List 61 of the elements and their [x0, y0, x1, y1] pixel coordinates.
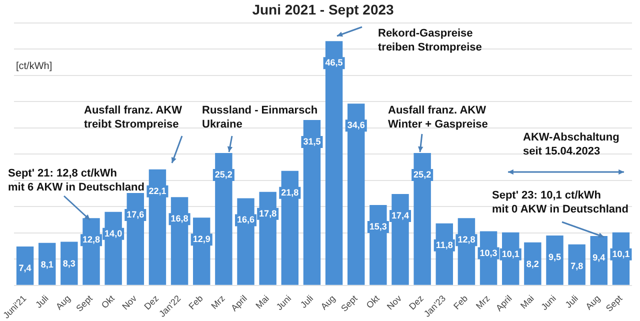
x-tick-label: Feb — [452, 293, 470, 312]
data-label: 9,5 — [548, 252, 562, 262]
x-tick-label: Aug — [318, 293, 338, 312]
x-tick-label: Nov — [120, 292, 139, 312]
x-tick-label: Mrz — [474, 292, 492, 311]
chart-title: Juni 2021 - Sept 2023 — [252, 1, 394, 18]
data-label: 11,8 — [436, 240, 453, 250]
data-label: 12,9 — [192, 234, 210, 244]
annotation: Sept' 23: 10,1 ct/kWh mit 0 AKW in Deutschland — [492, 190, 628, 216]
bar — [325, 41, 343, 285]
data-label: 17,8 — [259, 208, 277, 218]
x-tick-label: Okt — [100, 292, 117, 310]
data-label: 21,8 — [281, 187, 299, 198]
data-label: 17,4 — [391, 210, 410, 220]
annotation: Ausfall franz. AKW Winter + Gaspreise — [388, 104, 488, 131]
annotation: Russland - Einmarsch Ukraine — [202, 104, 318, 131]
annotation: Sept' 21: 12,8 ct/kWh mit 6 AKW in Deutschland — [8, 168, 144, 194]
x-tick-label: Nov — [385, 292, 404, 312]
data-label: 8,2 — [526, 258, 539, 269]
x-tick-label: Aug — [54, 293, 72, 312]
data-label: 25,2 — [414, 170, 432, 180]
data-label: 25,2 — [214, 170, 232, 180]
bar — [348, 104, 365, 285]
data-label: 15,3 — [369, 222, 387, 232]
data-label: 16,6 — [236, 214, 255, 225]
data-label: 12,8 — [82, 234, 100, 245]
x-tick-label: Aug — [584, 293, 602, 312]
bar — [215, 153, 232, 285]
x-tick-label: Mai — [254, 293, 271, 311]
data-label: 7,8 — [570, 260, 584, 271]
x-tick-label: Okt — [364, 292, 382, 310]
data-label: 10,3 — [480, 248, 498, 258]
data-label: 8,3 — [62, 258, 76, 268]
annotation: Rekord-Gaspreise treiben Strompreise — [378, 28, 482, 54]
data-label: 12,8 — [458, 234, 476, 245]
x-tick-label: Juli — [34, 293, 50, 310]
data-label: 7,4 — [18, 263, 32, 274]
x-tick-label: Mrz — [209, 292, 228, 311]
data-label: 9,4 — [592, 252, 606, 263]
bar — [414, 153, 431, 285]
data-label: 34,6 — [347, 120, 365, 130]
annotation: AKW-Abschaltung seit 15.04.2023 — [523, 132, 620, 158]
x-tick-label: Mai — [518, 293, 536, 311]
data-label: 17,6 — [126, 209, 144, 220]
x-tick-label: Juni — [539, 293, 558, 312]
data-label: 46,5 — [325, 58, 343, 68]
data-label: 22,1 — [148, 186, 166, 196]
annotation: Ausfall franz. AKW treibt Strompreise — [84, 104, 183, 131]
data-label: 31,5 — [303, 136, 321, 146]
data-label: 10,1 — [502, 248, 520, 259]
y-axis-title: [ct/kWh] — [16, 60, 52, 72]
x-tick-label: Feb — [186, 293, 205, 312]
bar — [303, 120, 321, 285]
x-tick-label: Dez — [142, 292, 161, 312]
data-label: 16,8 — [170, 214, 188, 224]
data-label: 10,1 — [612, 248, 630, 259]
data-label: 8,1 — [40, 259, 54, 270]
x-tick-label: Dez — [407, 292, 426, 312]
data-label: 14,0 — [104, 228, 122, 238]
x-tick-label: Juli — [563, 293, 580, 310]
x-tick-label: Juli — [298, 293, 316, 310]
